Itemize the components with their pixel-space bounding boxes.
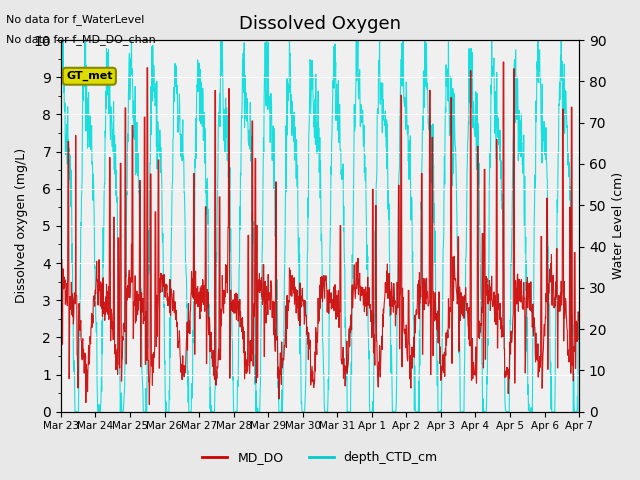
Text: No data for f_WaterLevel: No data for f_WaterLevel — [6, 14, 145, 25]
Text: No data for f_MD_DO_chan: No data for f_MD_DO_chan — [6, 34, 156, 45]
Y-axis label: Water Level (cm): Water Level (cm) — [612, 172, 625, 279]
Y-axis label: Dissolved oxygen (mg/L): Dissolved oxygen (mg/L) — [15, 148, 28, 303]
Title: Dissolved Oxygen: Dissolved Oxygen — [239, 15, 401, 33]
Legend: MD_DO, depth_CTD_cm: MD_DO, depth_CTD_cm — [197, 446, 443, 469]
Text: GT_met: GT_met — [66, 71, 113, 82]
